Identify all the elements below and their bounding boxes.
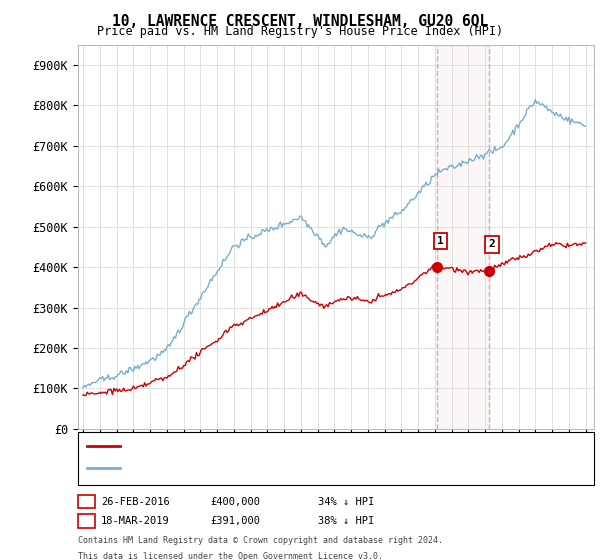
Text: 38% ↓ HPI: 38% ↓ HPI: [318, 516, 374, 526]
Text: 10, LAWRENCE CRESCENT, WINDLESHAM, GU20 6QL: 10, LAWRENCE CRESCENT, WINDLESHAM, GU20 …: [112, 14, 488, 29]
Text: HPI: Average price, detached house, Surrey Heath: HPI: Average price, detached house, Surr…: [126, 463, 426, 473]
Text: This data is licensed under the Open Government Licence v3.0.: This data is licensed under the Open Gov…: [78, 552, 383, 560]
Text: 10, LAWRENCE CRESCENT, WINDLESHAM, GU20 6QL (detached house): 10, LAWRENCE CRESCENT, WINDLESHAM, GU20 …: [126, 441, 501, 451]
Bar: [437, 45, 489, 429]
Text: 2: 2: [489, 240, 496, 250]
Text: £400,000: £400,000: [210, 497, 260, 507]
Text: 34% ↓ HPI: 34% ↓ HPI: [318, 497, 374, 507]
Text: 2: 2: [83, 516, 90, 526]
Text: 1: 1: [83, 497, 90, 507]
Text: 1: 1: [437, 236, 444, 246]
Text: Price paid vs. HM Land Registry's House Price Index (HPI): Price paid vs. HM Land Registry's House …: [97, 25, 503, 38]
Text: Contains HM Land Registry data © Crown copyright and database right 2024.: Contains HM Land Registry data © Crown c…: [78, 536, 443, 545]
Text: 26-FEB-2016: 26-FEB-2016: [101, 497, 170, 507]
Text: £391,000: £391,000: [210, 516, 260, 526]
Text: 18-MAR-2019: 18-MAR-2019: [101, 516, 170, 526]
